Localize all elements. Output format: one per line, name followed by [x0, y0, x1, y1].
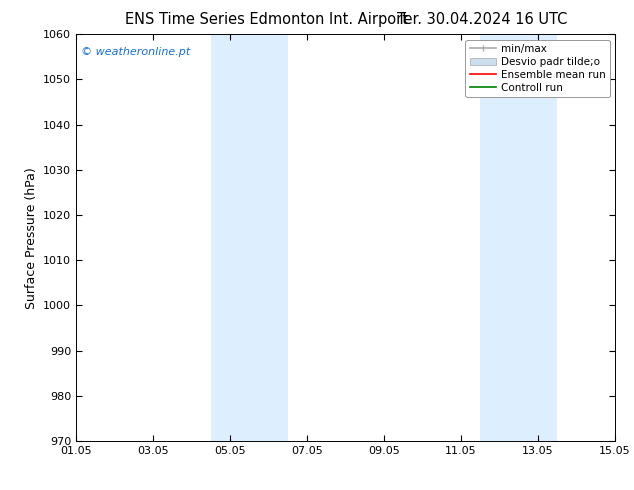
- Bar: [210, 34, 288, 441]
- Text: Ter. 30.04.2024 16 UTC: Ter. 30.04.2024 16 UTC: [397, 12, 567, 27]
- Legend: min/max, Desvio padr tilde;o, Ensemble mean run, Controll run: min/max, Desvio padr tilde;o, Ensemble m…: [465, 40, 610, 97]
- Y-axis label: Surface Pressure (hPa): Surface Pressure (hPa): [25, 167, 37, 309]
- Bar: [480, 34, 557, 441]
- Text: ENS Time Series Edmonton Int. Airport: ENS Time Series Edmonton Int. Airport: [125, 12, 408, 27]
- Text: © weatheronline.pt: © weatheronline.pt: [81, 47, 191, 56]
